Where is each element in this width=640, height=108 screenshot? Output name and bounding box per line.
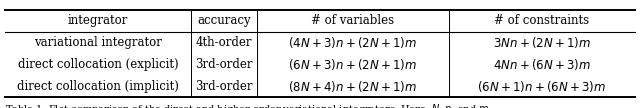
Text: 4th-order: 4th-order xyxy=(196,36,252,49)
Text: # of constraints: # of constraints xyxy=(495,14,589,27)
Text: direct collocation (implicit): direct collocation (implicit) xyxy=(17,80,179,93)
Text: 3rd-order: 3rd-order xyxy=(195,80,253,93)
Text: $(6N+1)n+(6N+3)m$: $(6N+1)n+(6N+3)m$ xyxy=(477,79,607,94)
Text: accuracy: accuracy xyxy=(197,14,251,27)
Text: $(8N+4)n+(2N+1)m$: $(8N+4)n+(2N+1)m$ xyxy=(289,79,418,94)
Text: $4Nn+(6N+3)m$: $4Nn+(6N+3)m$ xyxy=(493,57,591,72)
Text: 3rd-order: 3rd-order xyxy=(195,58,253,71)
Text: variational integrator: variational integrator xyxy=(34,36,162,49)
Text: direct collocation (explicit): direct collocation (explicit) xyxy=(18,58,179,71)
Text: $(4N+3)n+(2N+1)m$: $(4N+3)n+(2N+1)m$ xyxy=(289,35,418,50)
Text: integrator: integrator xyxy=(68,14,128,27)
Text: $(6N+3)n+(2N+1)m$: $(6N+3)n+(2N+1)m$ xyxy=(289,57,418,72)
Text: Table 1: Flat comparison of the direct and higher-order variational integrators.: Table 1: Flat comparison of the direct a… xyxy=(5,102,490,108)
Text: # of variables: # of variables xyxy=(312,14,395,27)
Text: $3Nn+(2N+1)m$: $3Nn+(2N+1)m$ xyxy=(493,35,591,50)
